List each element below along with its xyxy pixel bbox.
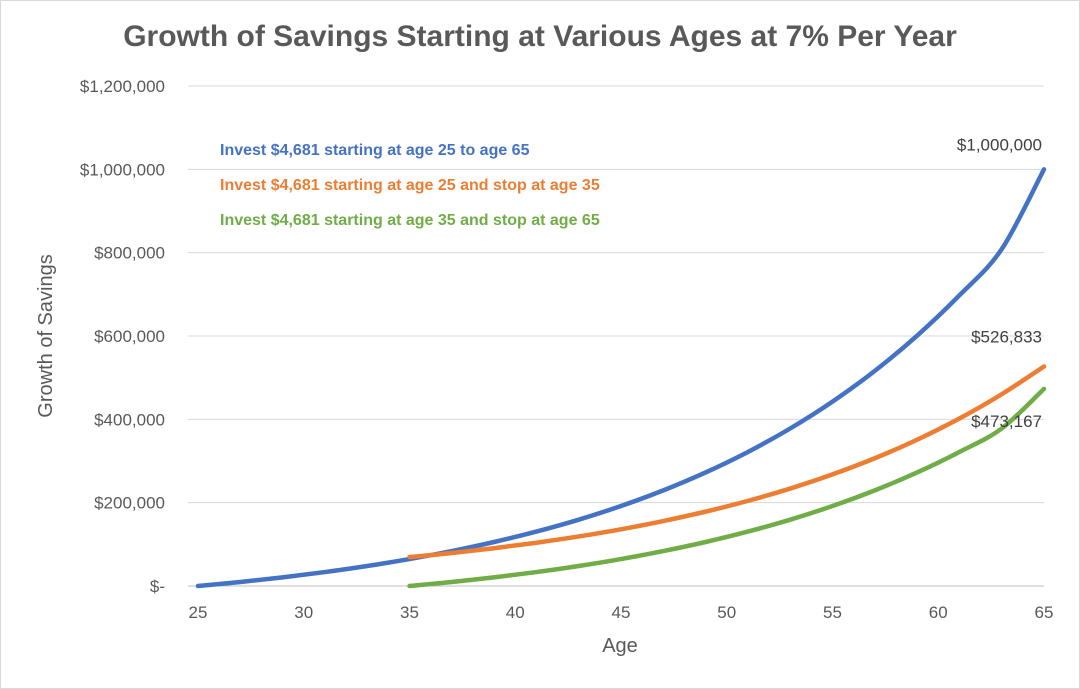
y-tick-label: $400,000 [94, 410, 165, 429]
data-label: $1,000,000 [957, 135, 1042, 154]
data-label: $473,167 [971, 412, 1042, 431]
x-tick-label: 65 [1035, 603, 1054, 622]
legend-entry-1: Invest $4,681 starting at age 25 to age … [220, 142, 530, 159]
y-tick-label: $600,000 [94, 327, 165, 346]
x-tick-label: 40 [506, 603, 525, 622]
y-axis-ticks: $- $200,000 $400,000 $600,000 $800,000 $1,000… [80, 77, 165, 596]
annotations: $1,000,000 $526,833 $473,167 [957, 135, 1042, 431]
chart-title: Growth of Savings Starting at Various Ag… [123, 20, 957, 53]
x-tick-label: 30 [294, 603, 313, 622]
series-line-3 [407, 386, 1047, 589]
legend-entry-2: Invest $4,681 starting at age 25 and sto… [220, 177, 600, 194]
y-tick-label: $200,000 [94, 494, 165, 513]
x-tick-label: 55 [823, 603, 842, 622]
x-tick-label: 60 [929, 603, 948, 622]
y-axis-title: Growth of Savings [35, 254, 57, 417]
x-tick-label: 35 [400, 603, 419, 622]
x-tick-label: 25 [189, 603, 208, 622]
y-tick-label: $1,000,000 [80, 160, 165, 179]
x-axis-title: Age [602, 635, 638, 657]
x-tick-label: 45 [612, 603, 631, 622]
legend-entry-3: Invest $4,681 starting at age 35 and sto… [220, 212, 600, 229]
series-line-1 [195, 167, 1047, 589]
series-lines [195, 167, 1047, 589]
x-tick-label: 50 [717, 603, 736, 622]
data-label: $526,833 [971, 327, 1042, 346]
y-tick-label: $1,200,000 [80, 77, 165, 96]
gridlines [188, 85, 1044, 587]
y-tick-label: $- [150, 577, 165, 596]
legend: Invest $4,681 starting at age 25 to age … [220, 142, 600, 229]
series-line-2 [407, 364, 1047, 560]
x-axis-ticks: 25 30 35 40 45 50 55 60 65 [189, 603, 1054, 622]
y-tick-label: $800,000 [94, 244, 165, 263]
